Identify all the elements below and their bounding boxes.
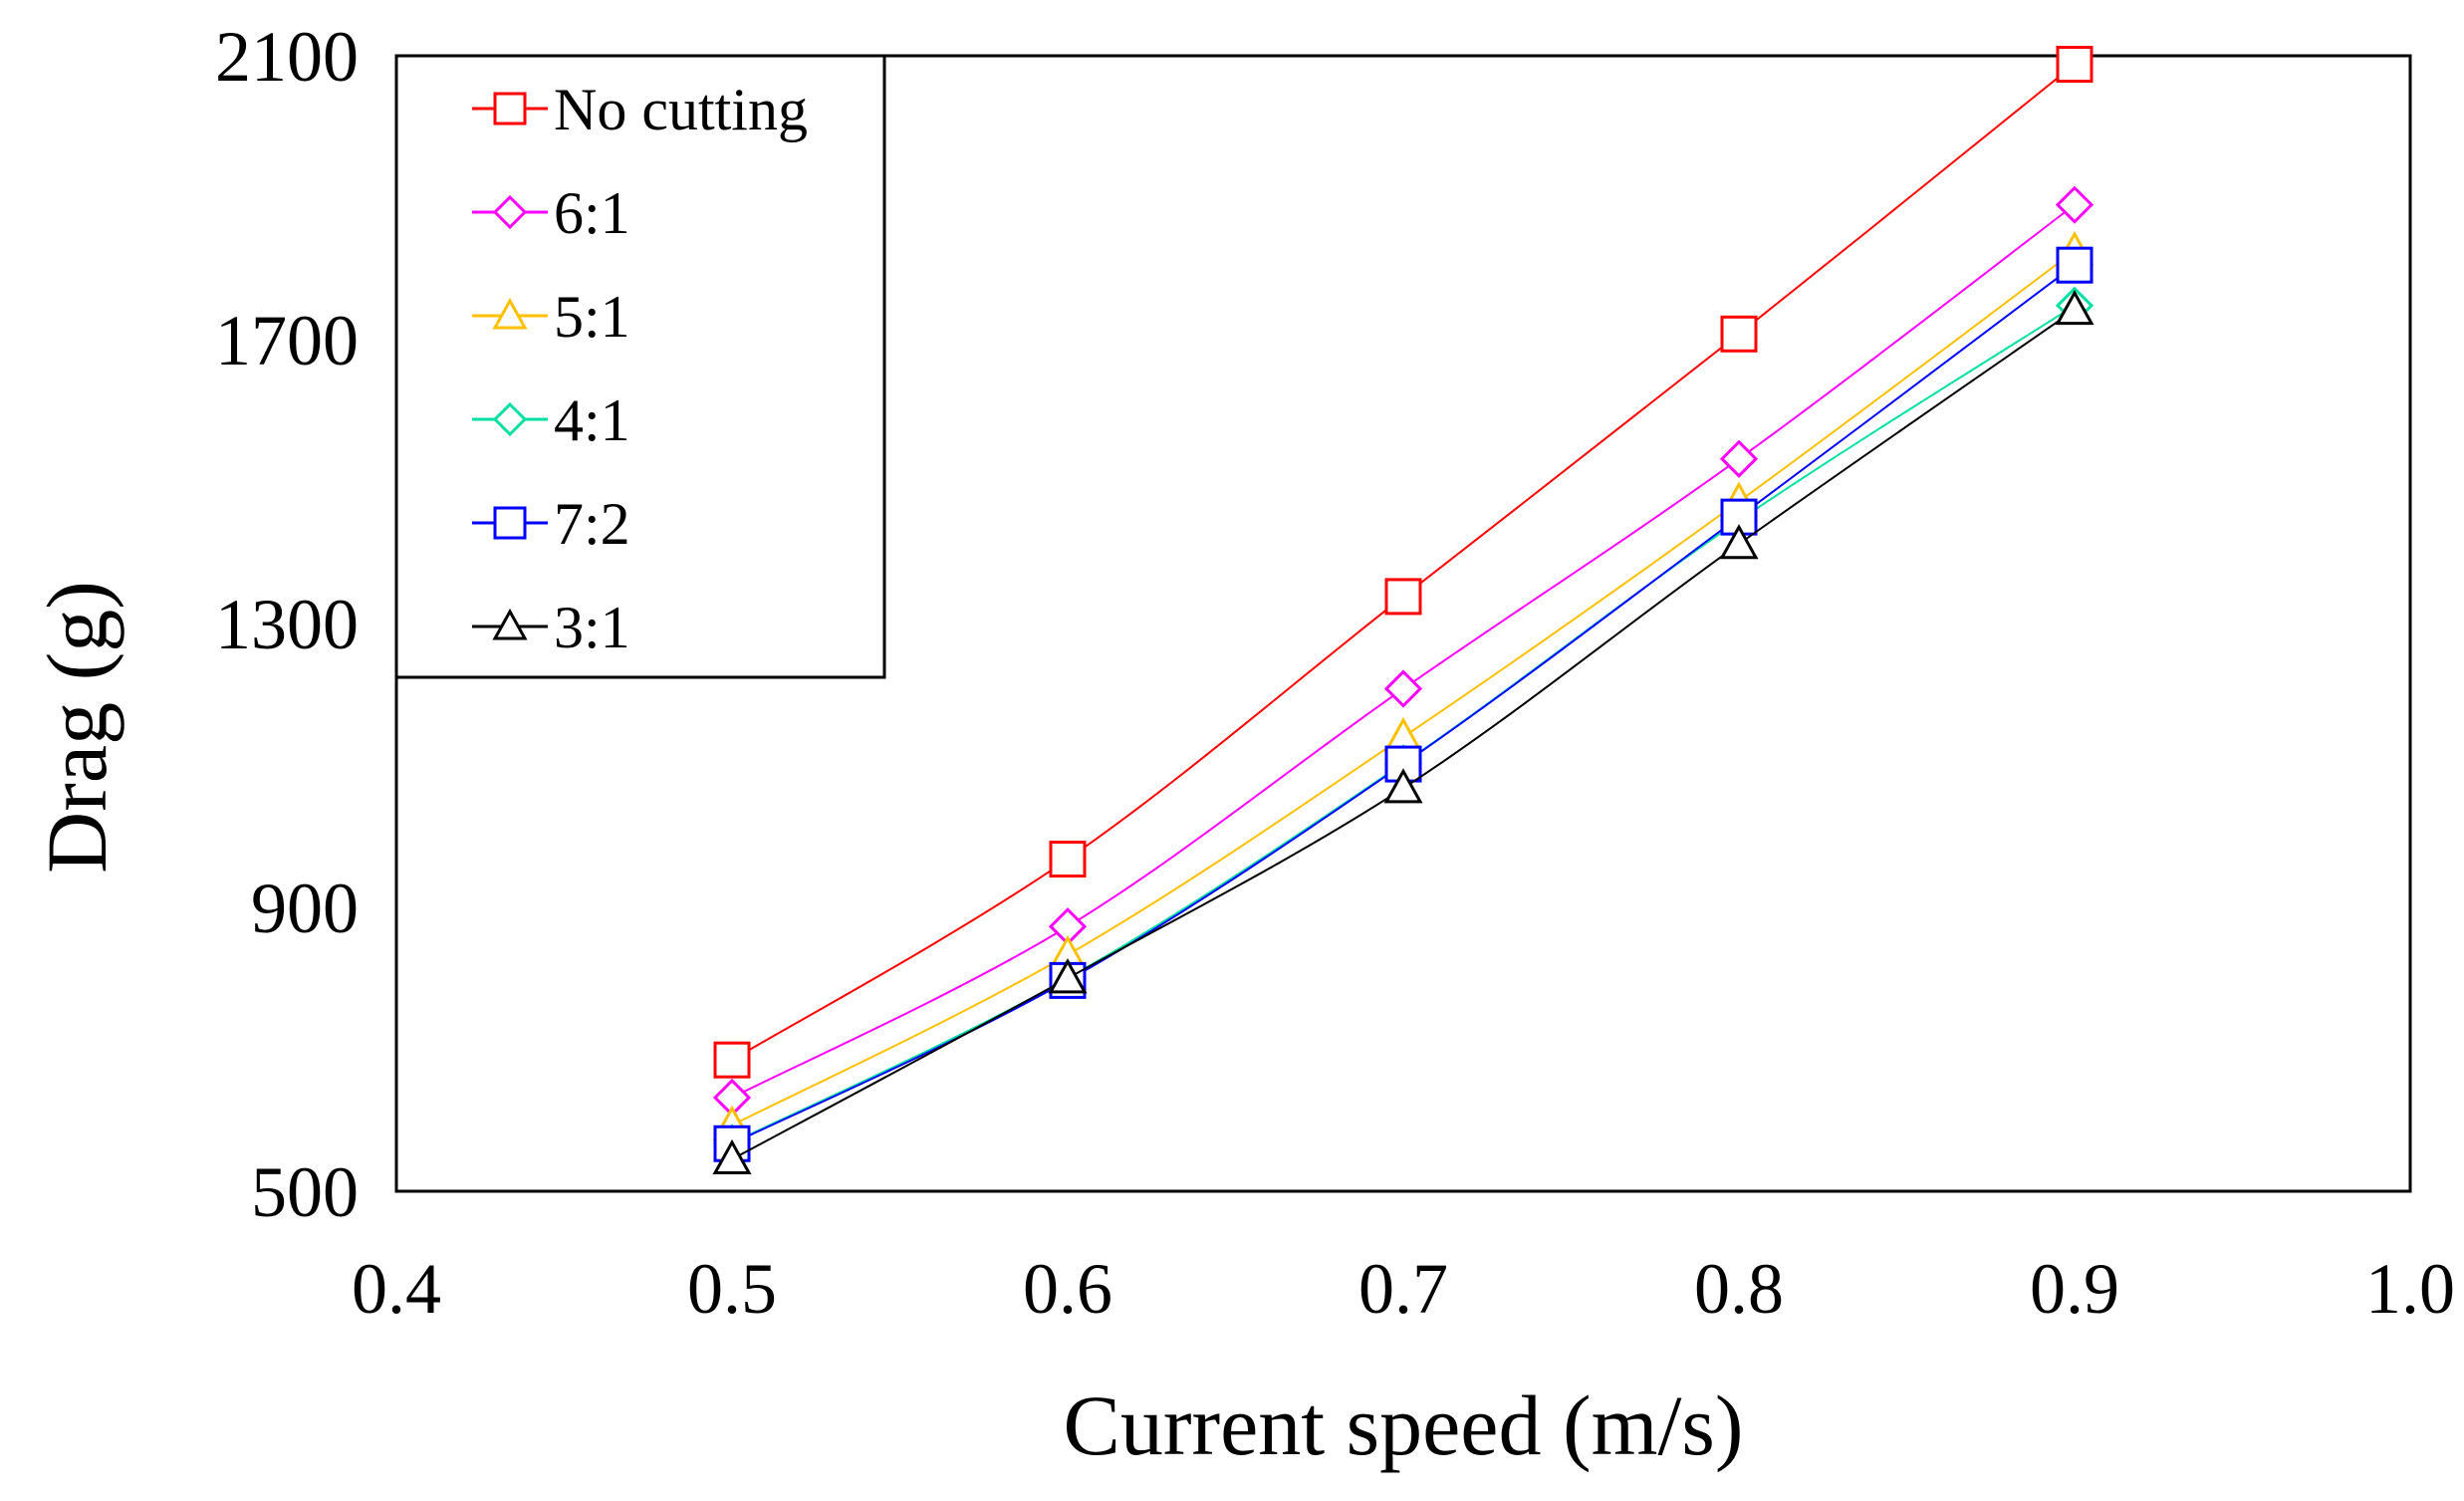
data-point-square <box>2056 246 2094 284</box>
data-point-triangle <box>1383 768 1423 804</box>
legend-label: 3:1 <box>554 595 630 660</box>
legend-box <box>394 54 886 679</box>
data-point-triangle <box>492 297 528 330</box>
series-line <box>731 63 2076 1062</box>
data-point-square <box>1384 578 1422 616</box>
legend-item: 4:1 <box>472 387 630 453</box>
data-point-triangle <box>2055 289 2094 326</box>
y-tick-label: 1300 <box>215 585 359 664</box>
data-point-triangle <box>492 608 528 640</box>
data-point-square <box>493 92 527 125</box>
y-tick-label: 2100 <box>215 17 359 97</box>
data-point-diamond <box>492 194 528 230</box>
data-point-square <box>2056 46 2094 84</box>
data-point-triangle <box>1048 958 1088 994</box>
data-point-diamond <box>1383 669 1423 708</box>
legend-label: 4:1 <box>554 387 630 453</box>
legend-item: 5:1 <box>472 284 630 350</box>
x-tick-label: 0.6 <box>1023 1249 1112 1329</box>
series-6-1 <box>712 185 2094 1118</box>
data-point-square <box>1720 315 1758 353</box>
legend-label: 5:1 <box>554 284 630 350</box>
y-tick-label: 500 <box>251 1152 359 1232</box>
series-layer <box>712 46 2094 1175</box>
data-point-diamond <box>492 401 528 437</box>
data-point-square <box>493 506 527 540</box>
x-tick-label: 0.7 <box>1358 1249 1448 1329</box>
x-axis-ticks: 0.4 0.5 0.6 0.7 0.8 0.9 1.0 <box>352 1249 2455 1329</box>
series-no-cutting <box>713 46 2094 1079</box>
legend-label: No cutting <box>554 77 808 142</box>
y-axis-ticks: 500 900 1300 1700 2100 <box>215 17 359 1232</box>
series-3-1 <box>712 289 2094 1175</box>
legend-item: No cutting <box>472 77 808 142</box>
x-tick-label: 0.4 <box>352 1249 441 1329</box>
data-point-triangle <box>1719 524 1759 560</box>
legend: No cutting 6:1 5:1 4:1 7:2 3:1 <box>394 54 886 679</box>
data-point-square <box>1049 841 1087 878</box>
x-axis-label: Current speed (m/s) <box>1063 1377 1743 1473</box>
x-tick-label: 0.5 <box>687 1249 777 1329</box>
y-axis-label: Drag (g) <box>29 581 124 874</box>
legend-label: 7:2 <box>554 491 630 557</box>
data-point-square <box>713 1041 751 1079</box>
x-tick-label: 1.0 <box>2365 1249 2455 1329</box>
data-point-diamond <box>1719 439 1759 478</box>
legend-item: 6:1 <box>472 180 630 246</box>
y-tick-label: 1700 <box>215 301 359 380</box>
legend-item: 7:2 <box>472 491 630 557</box>
data-point-triangle <box>712 1138 752 1175</box>
x-tick-label: 0.8 <box>1694 1249 1784 1329</box>
legend-item: 3:1 <box>472 595 630 660</box>
y-tick-label: 900 <box>251 869 359 948</box>
legend-label: 6:1 <box>554 180 630 246</box>
series-line <box>731 203 2076 1099</box>
data-point-diamond <box>2055 185 2094 224</box>
x-tick-label: 0.9 <box>2030 1249 2119 1329</box>
